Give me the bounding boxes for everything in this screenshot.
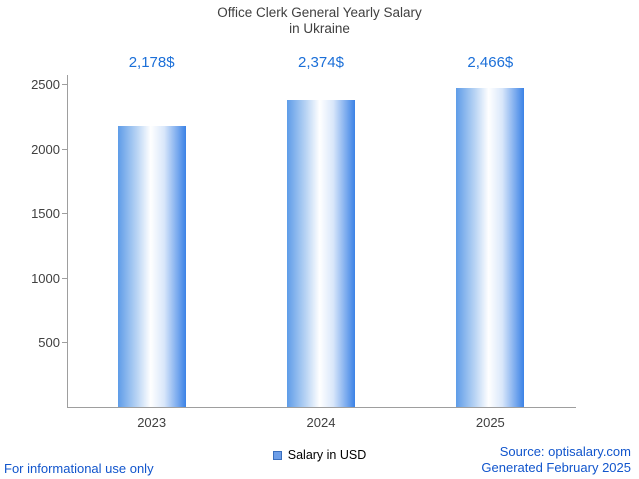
chart-title: Office Clerk General Yearly Salary in Uk… bbox=[0, 5, 639, 37]
legend-label: Salary in USD bbox=[287, 448, 367, 462]
legend-swatch-icon bbox=[272, 450, 282, 460]
y-axis-tick-mark bbox=[62, 342, 67, 344]
bar-2025 bbox=[456, 88, 525, 407]
source-link[interactable]: Source: optisalary.com bbox=[499, 444, 631, 459]
y-axis-tick-mark bbox=[62, 213, 67, 215]
bar-2024 bbox=[287, 100, 355, 407]
bar-value-label-2025: 2,466$ bbox=[467, 54, 514, 71]
legend: Salary in USD bbox=[0, 448, 639, 462]
bar-value-label-2024: 2,374$ bbox=[298, 54, 344, 71]
y-axis-tick-mark bbox=[62, 277, 67, 279]
y-axis-tick-label: 2000 bbox=[31, 141, 60, 157]
informational-note: For informational use only bbox=[4, 461, 154, 476]
y-axis-tick-label: 1500 bbox=[31, 206, 60, 222]
source-attribution: Source: optisalary.com Generated Februar… bbox=[481, 444, 631, 476]
y-axis-tick-label: 2500 bbox=[31, 77, 60, 92]
chart-title-line2: in Ukraine bbox=[289, 21, 350, 36]
y-axis-tick-mark bbox=[62, 84, 67, 85]
y-axis-tick-mark bbox=[62, 148, 67, 150]
x-axis-tick-label-2025: 2025 bbox=[475, 415, 505, 430]
x-axis-line bbox=[67, 407, 576, 408]
generated-date: Generated February 2025 bbox=[481, 460, 631, 475]
x-axis-tick-label-2024: 2024 bbox=[306, 415, 336, 430]
bar-2023 bbox=[117, 125, 186, 407]
chart-title-line1: Office Clerk General Yearly Salary bbox=[217, 5, 422, 20]
x-axis-tick-label-2023: 2023 bbox=[137, 415, 167, 430]
y-axis-line bbox=[67, 75, 68, 408]
y-axis-tick-label: 500 bbox=[38, 335, 60, 351]
y-axis-tick-label: 1000 bbox=[31, 270, 60, 286]
bar-value-label-2023: 2,178$ bbox=[128, 54, 175, 71]
